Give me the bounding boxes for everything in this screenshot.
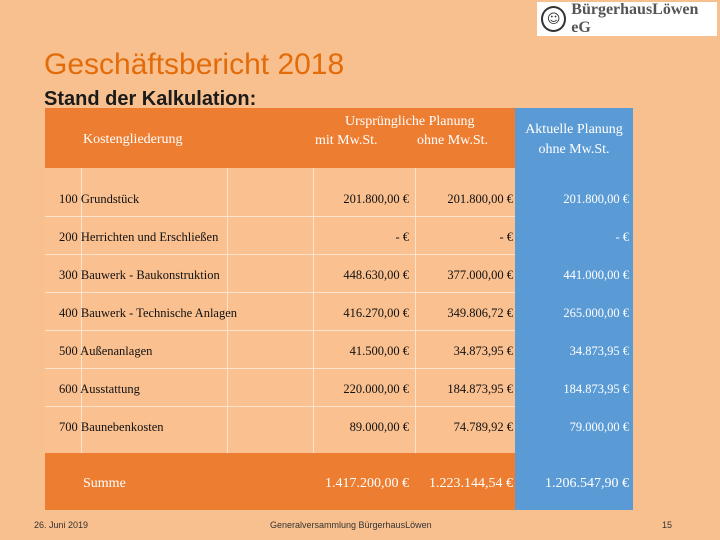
table-row: 200 Herrichten und Erschließen - € - € -… [45,228,633,248]
sum-band-current [515,453,633,510]
header-band-current [515,108,633,168]
grid-line [45,330,515,331]
body-band [45,168,515,453]
row-label: 300 Bauwerk - Baukonstruktion [59,268,220,282]
header-cost-structure: Kostengliederung [83,132,183,147]
row-without-vat: 74.789,92 € [453,420,513,434]
lion-seal-icon: ☺ [541,6,567,32]
row-label: 400 Bauwerk - Technische Anlagen [59,306,238,320]
row-with-vat: 201.800,00 € [343,192,409,206]
body-band-current [515,168,633,453]
row-without-vat: - € [499,230,513,244]
row-current: - € [615,230,629,244]
header-current-line1: Aktuelle Planung [525,122,623,137]
sum-with-vat: 1.417.200,00 € [325,476,409,491]
footer-page-number: 15 [662,520,673,530]
row-label: 500 Außenanlagen [59,344,153,358]
sum-without-vat: 1.223.144,54 € [429,476,513,491]
table-row: 500 Außenanlagen 41.500,00 € 34.873,95 €… [45,342,633,362]
table-row: 600 Ausstattung 220.000,00 € 184.873,95 … [45,380,633,400]
grid-line [45,368,515,369]
header-current-line2: ohne Mw.St. [538,142,610,157]
footer-date: 26. Juni 2019 [34,520,89,530]
table-row: 300 Bauwerk - Baukonstruktion 448.630,00… [45,266,633,286]
grid-line [45,254,515,255]
row-current: 79.000,00 € [569,420,629,434]
row-with-vat: 89.000,00 € [349,420,409,434]
row-label: 700 Baunebenkosten [59,420,164,434]
row-current: 265.000,00 € [563,306,629,320]
row-without-vat: 34.873,95 € [453,344,513,358]
row-current: 34.873,95 € [569,344,629,358]
table-row: 400 Bauwerk - Technische Anlagen 416.270… [45,304,633,324]
header-without-vat: ohne Mw.St. [417,133,489,148]
grid-line [45,406,515,407]
row-current: 201.800,00 € [563,192,629,206]
grid-line [81,168,82,453]
row-with-vat: 448.630,00 € [343,268,409,282]
footer-center: Generalversammlung BürgerhausLöwen [270,520,432,530]
header-original-planning: Ursprüngliche Planung [345,114,475,129]
row-with-vat: 416.270,00 € [343,306,409,320]
row-label: 100 Grundstück [59,192,140,206]
table-row: 100 Grundstück 201.800,00 € 201.800,00 €… [45,190,633,210]
grid-line [45,292,515,293]
grid-line [227,168,228,453]
grid-line [313,168,314,453]
row-with-vat: 41.500,00 € [349,344,409,358]
grid-line [45,216,515,217]
table-row: 700 Baunebenkosten 89.000,00 € 74.789,92… [45,418,633,438]
row-label: 200 Herrichten und Erschließen [59,230,219,244]
logo-text: BürgerhausLöwen eG [571,1,699,36]
header-band [45,108,515,168]
row-with-vat: - € [395,230,409,244]
row-label: 600 Ausstattung [59,382,140,396]
row-current: 184.873,95 € [563,382,629,396]
page-subtitle: Stand der Kalkulation: [44,88,257,110]
row-current: 441.000,00 € [563,268,629,282]
row-without-vat: 349.806,72 € [447,306,513,320]
grid-line [415,168,416,453]
cost-table: Kostengliederung Ursprüngliche Planung m… [45,108,633,510]
logo: ☺ BürgerhausLöwen eG [537,1,717,36]
row-with-vat: 220.000,00 € [343,382,409,396]
sum-row: Summe 1.417.200,00 € 1.223.144,54 € 1.20… [45,474,633,494]
page-title: Geschäftsbericht 2018 [44,48,345,81]
sum-band [45,453,515,510]
header-with-vat: mit Mw.St. [315,133,378,148]
row-without-vat: 184.873,95 € [447,382,513,396]
sum-current: 1.206.547,90 € [545,476,629,491]
row-without-vat: 377.000,00 € [447,268,513,282]
row-without-vat: 201.800,00 € [447,192,513,206]
sum-label: Summe [83,476,126,491]
